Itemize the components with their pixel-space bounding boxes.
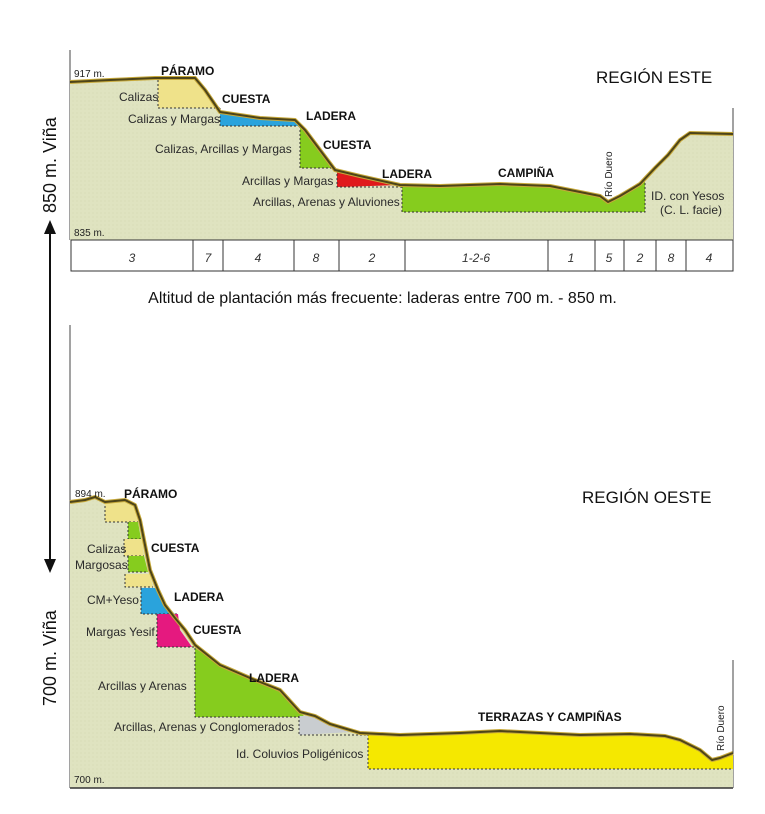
west-landform-paramo: PÁRAMO xyxy=(124,486,177,501)
west-river-label: Río Duero xyxy=(716,705,727,751)
landform-paramo: PÁRAMO xyxy=(161,63,214,78)
altitude-side-axis: 850 m. Viña 700 m. Viña xyxy=(40,116,60,706)
west-layer-label-margas-yesif: Margas Yesif. xyxy=(86,625,158,639)
caption-altitude: Altitud de plantación más frecuente: lad… xyxy=(148,290,617,307)
east-region-profile: REGIÓN ESTE 917 m. 835 m. PÁRAMO CUESTA … xyxy=(69,50,734,272)
west-landform-terrazas: TERRAZAS Y CAMPIÑAS xyxy=(478,709,622,724)
west-landform-ladera: LADERA xyxy=(174,590,224,604)
west-layer-calizas-2 xyxy=(124,539,144,556)
layer-label-arcillas-y-margas: Arcillas y Margas xyxy=(242,174,333,188)
west-layer-conglomerados xyxy=(299,716,352,735)
west-altitude-top: 894 m. xyxy=(75,489,106,500)
west-layer-margosas-1 xyxy=(128,522,141,539)
soil-cell: 1 xyxy=(568,251,575,265)
layer-arcillas-arenas-aluviones xyxy=(402,181,645,212)
west-title: REGIÓN OESTE xyxy=(582,488,711,507)
east-altitude-top: 917 m. xyxy=(74,69,105,80)
west-layer-margas-yesif xyxy=(157,614,192,647)
arrow-down-icon xyxy=(44,559,56,573)
arrow-up-icon xyxy=(44,220,56,234)
landform-cuesta-2: CUESTA xyxy=(323,138,372,152)
soil-cell: 5 xyxy=(606,251,613,265)
layer-calizas xyxy=(158,78,216,108)
layer-label-calizas-arcillas-margas: Calizas, Arcillas y Margas xyxy=(155,142,292,156)
soil-cell: 4 xyxy=(706,251,713,265)
west-layer-margosas-2 xyxy=(128,556,148,572)
west-layer-coluvios xyxy=(368,731,733,769)
west-layer-label-calizas: Calizas xyxy=(87,542,126,556)
east-soil-table: 3 7 4 8 2 1-2-6 1 5 2 8 4 xyxy=(70,239,734,272)
layer-label-calizas: Calizas xyxy=(119,90,158,104)
east-river-label: Río Duero xyxy=(604,151,615,197)
landform-campina: CAMPIÑA xyxy=(498,165,554,180)
west-layer-label-arcillas-y-arenas: Arcillas y Arenas xyxy=(98,679,187,693)
west-layer-label-coluvios: Id. Coluvios Poligénicos xyxy=(236,747,363,761)
layer-label-arcillas-arenas-aluviones: Arcillas, Arenas y Aluviones xyxy=(253,195,400,209)
west-region-profile: REGIÓN OESTE 894 m. 700 m. PÁRAMO CUESTA… xyxy=(69,325,734,789)
west-landform-cuesta-2: CUESTA xyxy=(193,623,242,637)
soil-cell: 2 xyxy=(636,251,644,265)
landform-ladera: LADERA xyxy=(306,109,356,123)
west-landform-ladera-2: LADERA xyxy=(249,671,299,685)
west-layer-calizas-1 xyxy=(105,500,138,522)
layer-label-id-con-yesos: ID. con Yesos xyxy=(651,189,724,203)
west-layer-label-margosas: Margosas xyxy=(75,558,128,572)
soil-cell: 2 xyxy=(368,251,376,265)
landform-ladera-2: LADERA xyxy=(382,167,432,181)
soil-cell: 7 xyxy=(205,251,213,265)
soil-cell: 4 xyxy=(255,251,262,265)
east-altitude-bottom: 835 m. xyxy=(74,228,105,239)
west-altitude-bottom: 700 m. xyxy=(74,775,105,786)
soil-cell: 3 xyxy=(129,251,136,265)
soil-cell: 8 xyxy=(313,251,320,265)
layer-label-calizas-y-margas: Calizas y Margas xyxy=(128,112,220,126)
west-layer-arcillas-y-arenas xyxy=(195,648,305,717)
west-landform-cuesta: CUESTA xyxy=(151,541,200,555)
soil-cell: 8 xyxy=(668,251,675,265)
west-layer-label-cm-yeso: CM+Yeso xyxy=(87,593,139,607)
landform-cuesta: CUESTA xyxy=(222,92,271,106)
side-label-850: 850 m. Viña xyxy=(40,116,60,213)
west-layer-calizas-3 xyxy=(125,574,153,587)
side-label-700: 700 m. Viña xyxy=(40,609,60,706)
soil-cell: 1-2-6 xyxy=(462,251,490,265)
east-title: REGIÓN ESTE xyxy=(596,68,712,87)
layer-sublabel-id-con-yesos: (C. L. facie) xyxy=(660,203,722,217)
west-layer-label-conglomerados: Arcillas, Arenas y Conglomerados xyxy=(114,720,294,734)
